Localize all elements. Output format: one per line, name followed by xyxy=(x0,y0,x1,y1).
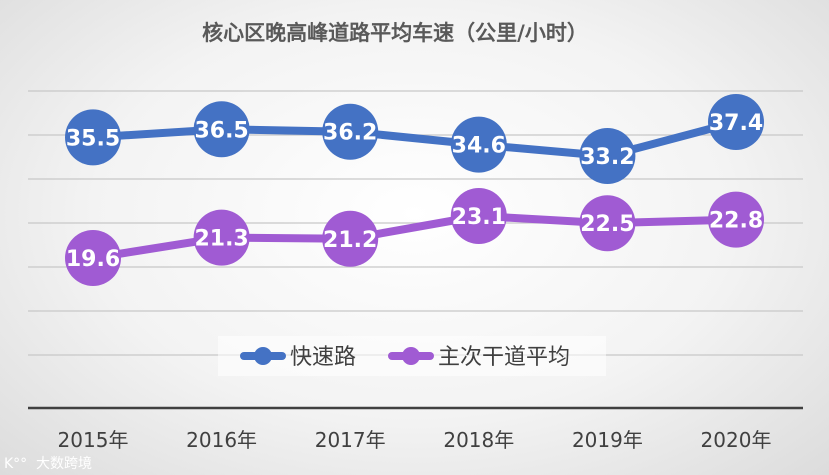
data-point-marker xyxy=(450,188,507,244)
data-label: 36.2 xyxy=(323,121,377,146)
data-point-marker xyxy=(322,103,379,160)
x-tick-label: 2016年 xyxy=(186,428,257,452)
data-point-marker xyxy=(708,191,764,248)
data-point: 33.2 xyxy=(579,128,636,184)
legend-swatch-marker xyxy=(402,347,420,365)
data-point-marker xyxy=(65,109,121,166)
data-point-marker xyxy=(322,210,379,267)
data-point-marker xyxy=(193,101,250,158)
data-point: 21.2 xyxy=(322,210,379,267)
data-label: 34.6 xyxy=(452,134,506,159)
watermark-logo-mark: K°° xyxy=(4,456,27,472)
x-tick-label: 2017年 xyxy=(315,428,386,452)
legend-label: 主次干道平均 xyxy=(438,345,570,370)
data-label: 33.2 xyxy=(580,145,634,170)
data-label: 21.3 xyxy=(194,227,248,252)
legend-item: 快速路 xyxy=(240,345,356,370)
series-line xyxy=(89,212,740,262)
data-point-marker xyxy=(708,94,764,150)
data-label: 36.5 xyxy=(194,118,248,143)
data-label: 22.8 xyxy=(709,209,763,234)
data-point: 36.5 xyxy=(193,101,250,158)
data-point: 36.2 xyxy=(322,103,379,160)
legend-label: 快速路 xyxy=(290,345,356,370)
chart-title: 核心区晚高峰道路平均车速（公里/小时） xyxy=(202,21,588,45)
data-point: 22.8 xyxy=(708,191,764,248)
x-axis-tick-labels: 2015年 2016年 2017年 2018年 2019年 2020年 xyxy=(58,428,772,452)
x-tick-label: 2018年 xyxy=(443,428,514,452)
data-label: 37.4 xyxy=(709,111,763,136)
data-markers: 35.5 36.5 36.2 34.6 33.2 37.4 19.6 21.3 21.2 23.1… xyxy=(65,94,764,286)
series-lines xyxy=(89,118,740,262)
data-label: 22.5 xyxy=(580,212,634,237)
data-label: 35.5 xyxy=(66,126,120,151)
data-point: 34.6 xyxy=(450,116,507,173)
data-point: 19.6 xyxy=(65,230,121,286)
data-point: 23.1 xyxy=(450,188,507,244)
watermark-text: 大数跨境 xyxy=(36,456,92,472)
data-point: 21.3 xyxy=(193,209,250,266)
data-point-marker xyxy=(450,116,507,173)
x-tick-label: 2019年 xyxy=(572,428,643,452)
data-point-marker xyxy=(579,195,636,252)
legend: 快速路 主次干道平均 xyxy=(218,336,606,376)
x-tick-label: 2015年 xyxy=(58,428,129,452)
data-point-marker xyxy=(579,128,636,184)
data-point: 37.4 xyxy=(708,94,764,150)
data-label: 23.1 xyxy=(452,205,506,230)
x-tick-label: 2020年 xyxy=(701,428,772,452)
watermark: K°° 大数跨境 xyxy=(4,456,92,472)
data-point: 22.5 xyxy=(579,195,636,252)
data-point-marker xyxy=(65,230,121,286)
data-label: 19.6 xyxy=(66,247,120,272)
legend-swatch-marker xyxy=(254,347,272,365)
legend-item: 主次干道平均 xyxy=(388,345,570,370)
data-point-marker xyxy=(193,209,250,266)
data-label: 21.2 xyxy=(323,228,377,253)
series-line xyxy=(89,118,740,160)
data-point: 35.5 xyxy=(65,109,121,166)
